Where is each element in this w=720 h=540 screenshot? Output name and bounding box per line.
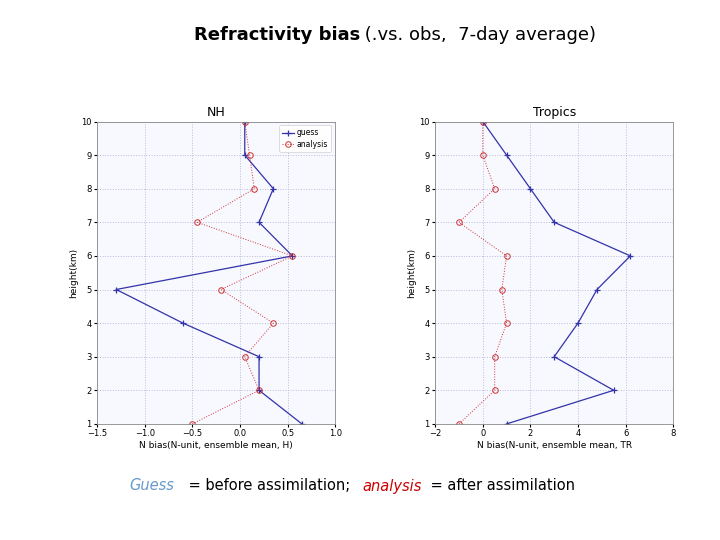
analysis	[454, 219, 463, 226]
guess	[288, 253, 297, 259]
guess	[255, 354, 264, 360]
analysis	[479, 118, 487, 125]
Legend: guess, analysis: guess, analysis	[279, 125, 331, 152]
analysis	[490, 387, 499, 394]
X-axis label: N bias(N-unit, ensemble mean, TR: N bias(N-unit, ensemble mean, TR	[477, 441, 631, 450]
Title: NH: NH	[207, 106, 225, 119]
guess	[609, 387, 618, 394]
guess	[574, 320, 582, 326]
analysis	[503, 320, 511, 326]
analysis	[503, 253, 511, 259]
analysis	[288, 253, 297, 259]
analysis	[269, 320, 278, 326]
guess	[503, 152, 511, 158]
analysis	[250, 185, 258, 192]
guess	[550, 354, 559, 360]
guess	[179, 320, 187, 326]
analysis	[217, 286, 225, 293]
analysis	[240, 354, 249, 360]
Line: guess: guess	[480, 119, 633, 427]
analysis	[240, 118, 249, 125]
Text: Refractivity bias: Refractivity bias	[194, 26, 361, 44]
analysis	[454, 421, 463, 427]
analysis	[490, 185, 499, 192]
guess	[479, 118, 487, 125]
Line: guess: guess	[114, 119, 305, 427]
guess	[550, 219, 559, 226]
guess	[526, 185, 535, 192]
guess	[255, 219, 264, 226]
Title: Tropics: Tropics	[533, 106, 576, 119]
Text: (.vs. obs,  7-day average): (.vs. obs, 7-day average)	[359, 26, 595, 44]
guess	[255, 387, 264, 394]
Line: analysis: analysis	[456, 119, 509, 427]
guess	[269, 185, 278, 192]
analysis	[255, 387, 264, 394]
analysis	[193, 219, 202, 226]
guess	[297, 421, 306, 427]
Text: = before assimilation;: = before assimilation;	[184, 478, 364, 494]
Y-axis label: height(km): height(km)	[69, 248, 78, 298]
Text: = after assimilation: = after assimilation	[426, 478, 575, 494]
Text: analysis: analysis	[363, 478, 422, 494]
guess	[626, 253, 634, 259]
analysis	[498, 286, 506, 293]
X-axis label: N bias(N-unit, ensemble mean, H): N bias(N-unit, ensemble mean, H)	[140, 441, 293, 450]
analysis	[479, 152, 487, 158]
Text: Guess: Guess	[130, 478, 174, 494]
Line: analysis: analysis	[189, 119, 295, 427]
analysis	[246, 152, 254, 158]
guess	[240, 118, 249, 125]
guess	[240, 152, 249, 158]
analysis	[188, 421, 197, 427]
Y-axis label: height(km): height(km)	[408, 248, 416, 298]
guess	[112, 286, 120, 293]
guess	[503, 421, 511, 427]
guess	[593, 286, 601, 293]
analysis	[490, 354, 499, 360]
